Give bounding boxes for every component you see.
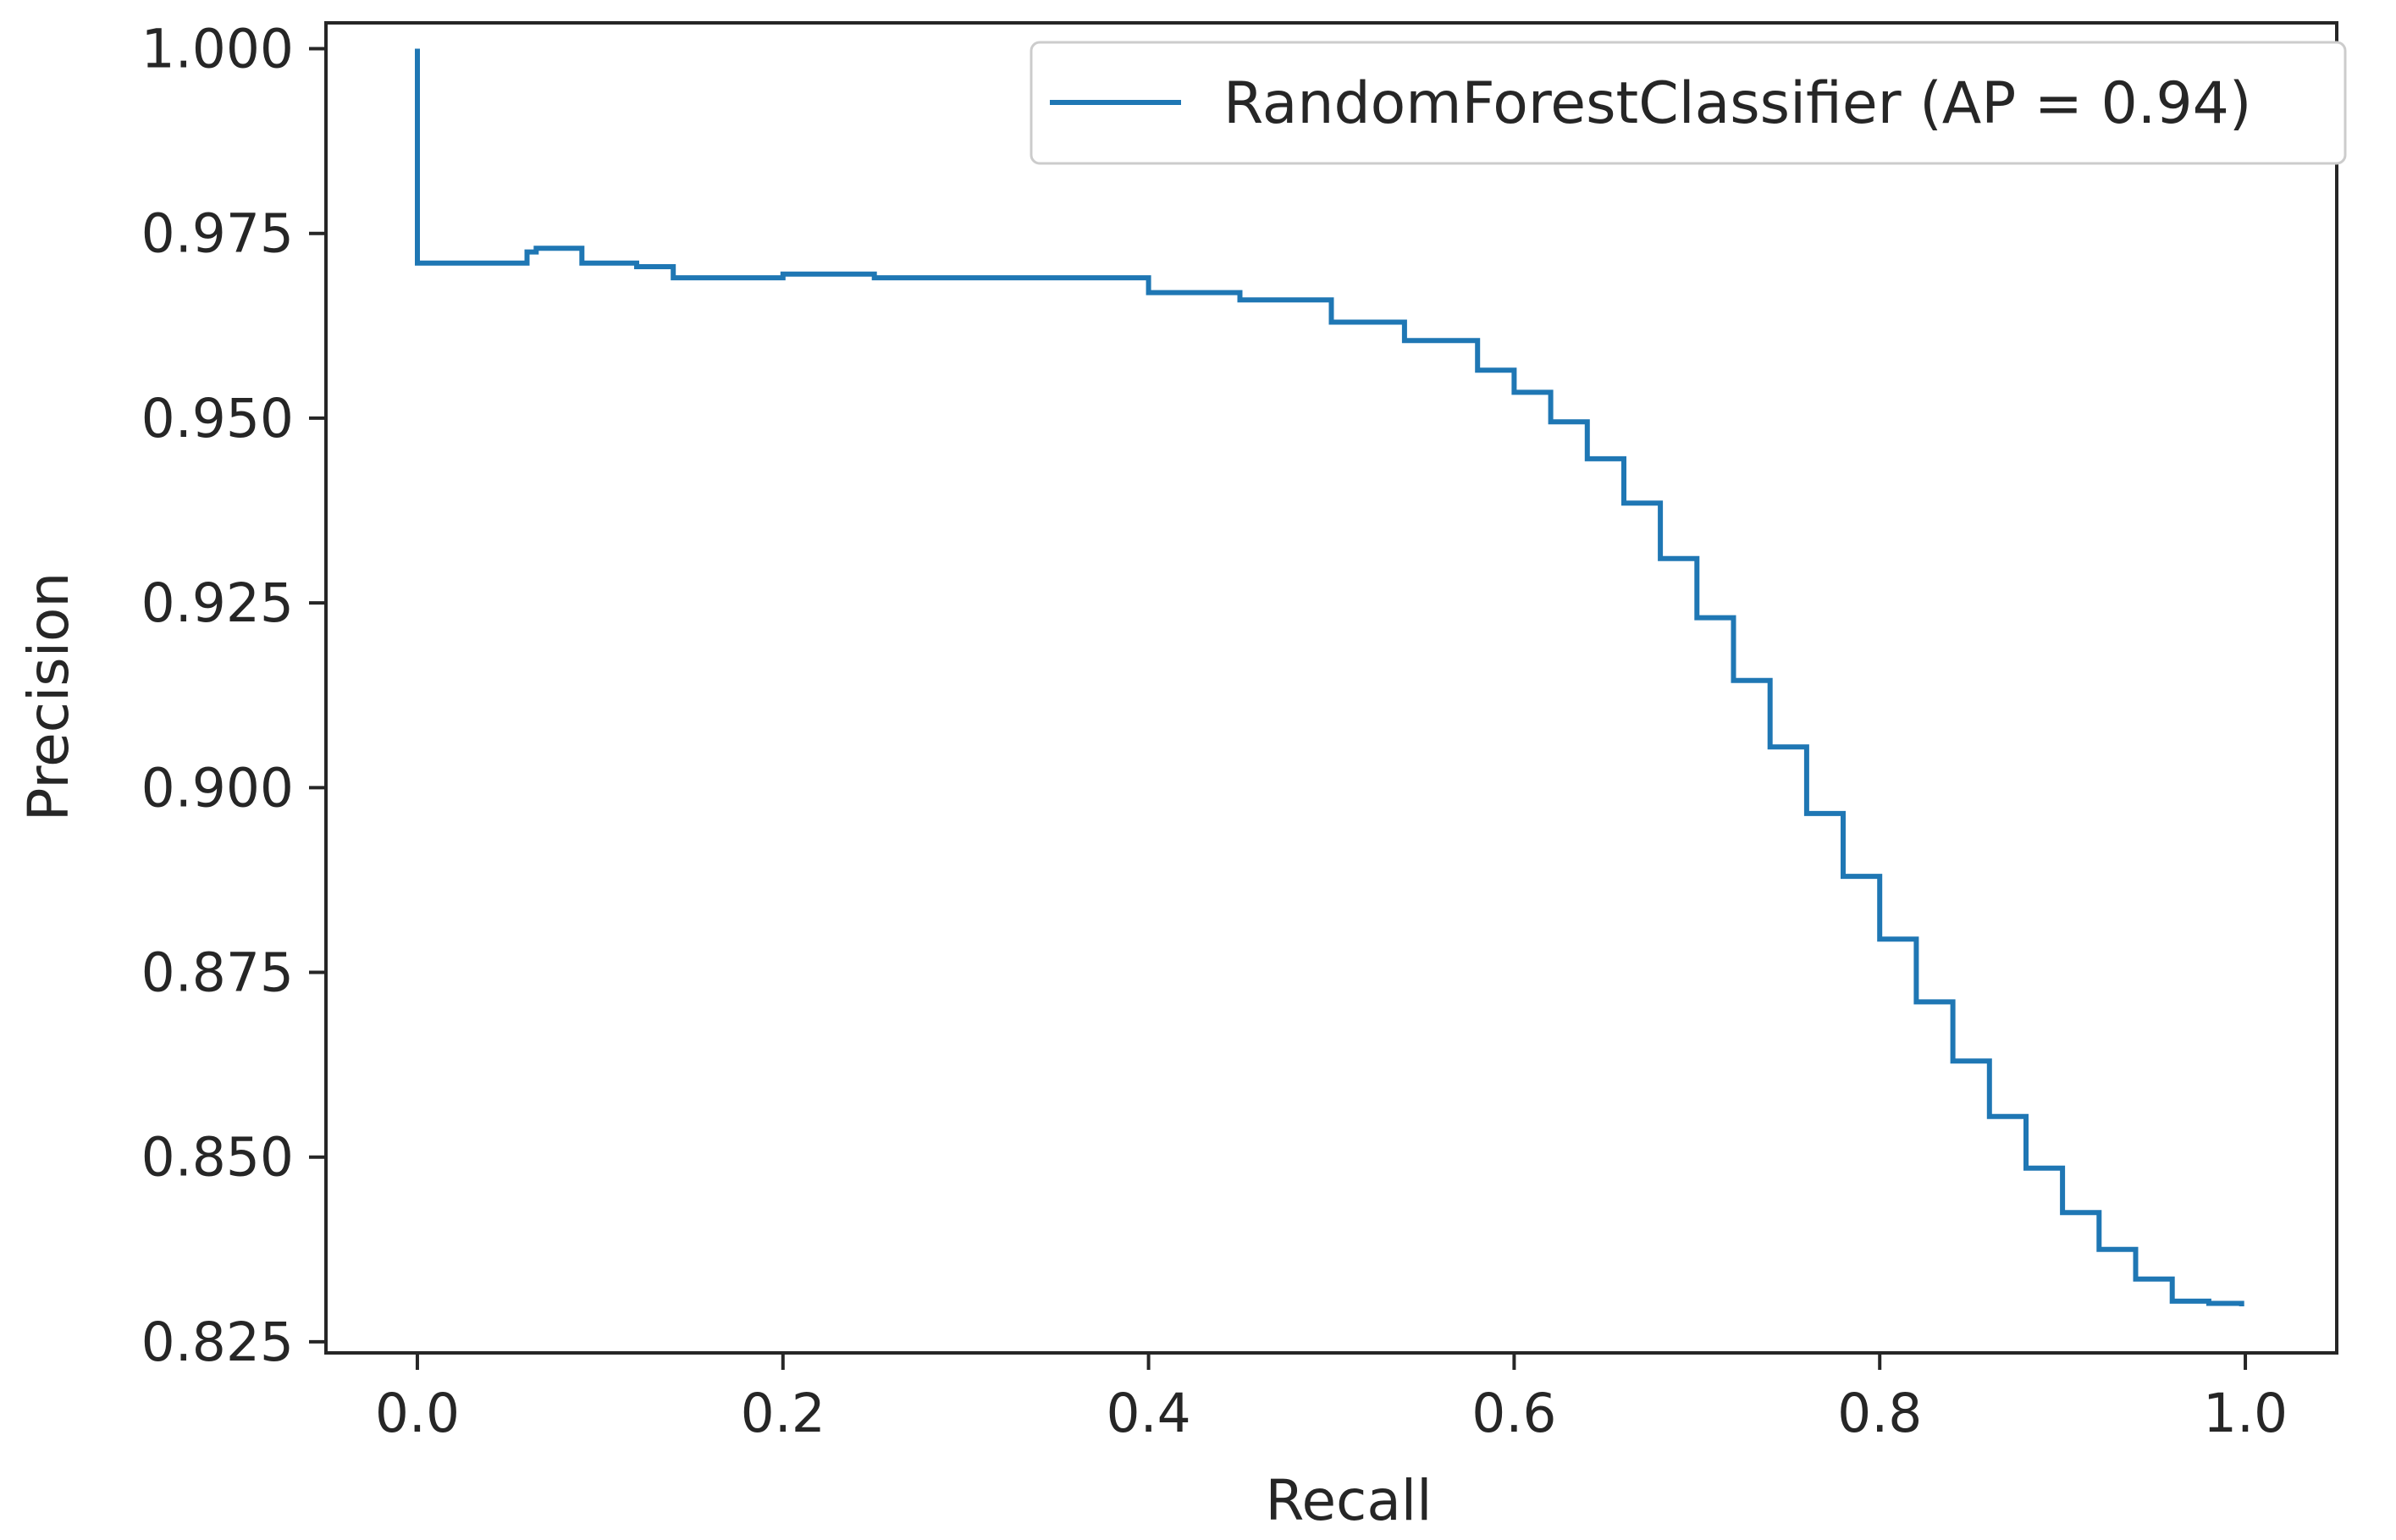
y-axis-label: Precision [16,572,81,822]
y-tick-label: 0.950 [141,388,294,450]
y-tick-label: 0.900 [141,757,294,819]
y-tick-label: 1.000 [141,19,294,80]
x-tick-label: 0.2 [741,1383,825,1444]
y-tick-label: 0.850 [141,1127,294,1189]
y-tick-label: 0.975 [141,203,294,265]
legend-box [1030,41,2347,165]
x-axis-label: Recall [1266,1468,1433,1533]
ticks-layer: 0.0 0.2 0.4 0.6 0.8 1.0 0.825 0.850 0.875 0.900 0.… [141,19,2288,1444]
y-tick-label: 0.925 [141,572,294,634]
x-tick-label: 0.4 [1106,1383,1190,1444]
series-layer [415,48,2244,1306]
x-tick-label: 0.6 [1471,1383,1556,1444]
y-tick-label: 0.875 [141,942,294,1004]
legend: RandomForestClassifier (AP = 0.94) [1030,41,2347,165]
x-tick-label: 0.8 [1837,1383,1922,1444]
x-tick-label: 0.0 [375,1383,460,1444]
series-line-0 [415,48,2244,1306]
plot-area [324,21,2338,1355]
y-tick-label: 0.825 [141,1311,294,1373]
legend-label: RandomForestClassifier (AP = 0.94) [1223,70,2251,137]
plot-frame [324,21,2338,1355]
x-tick-label: 1.0 [2203,1383,2288,1444]
